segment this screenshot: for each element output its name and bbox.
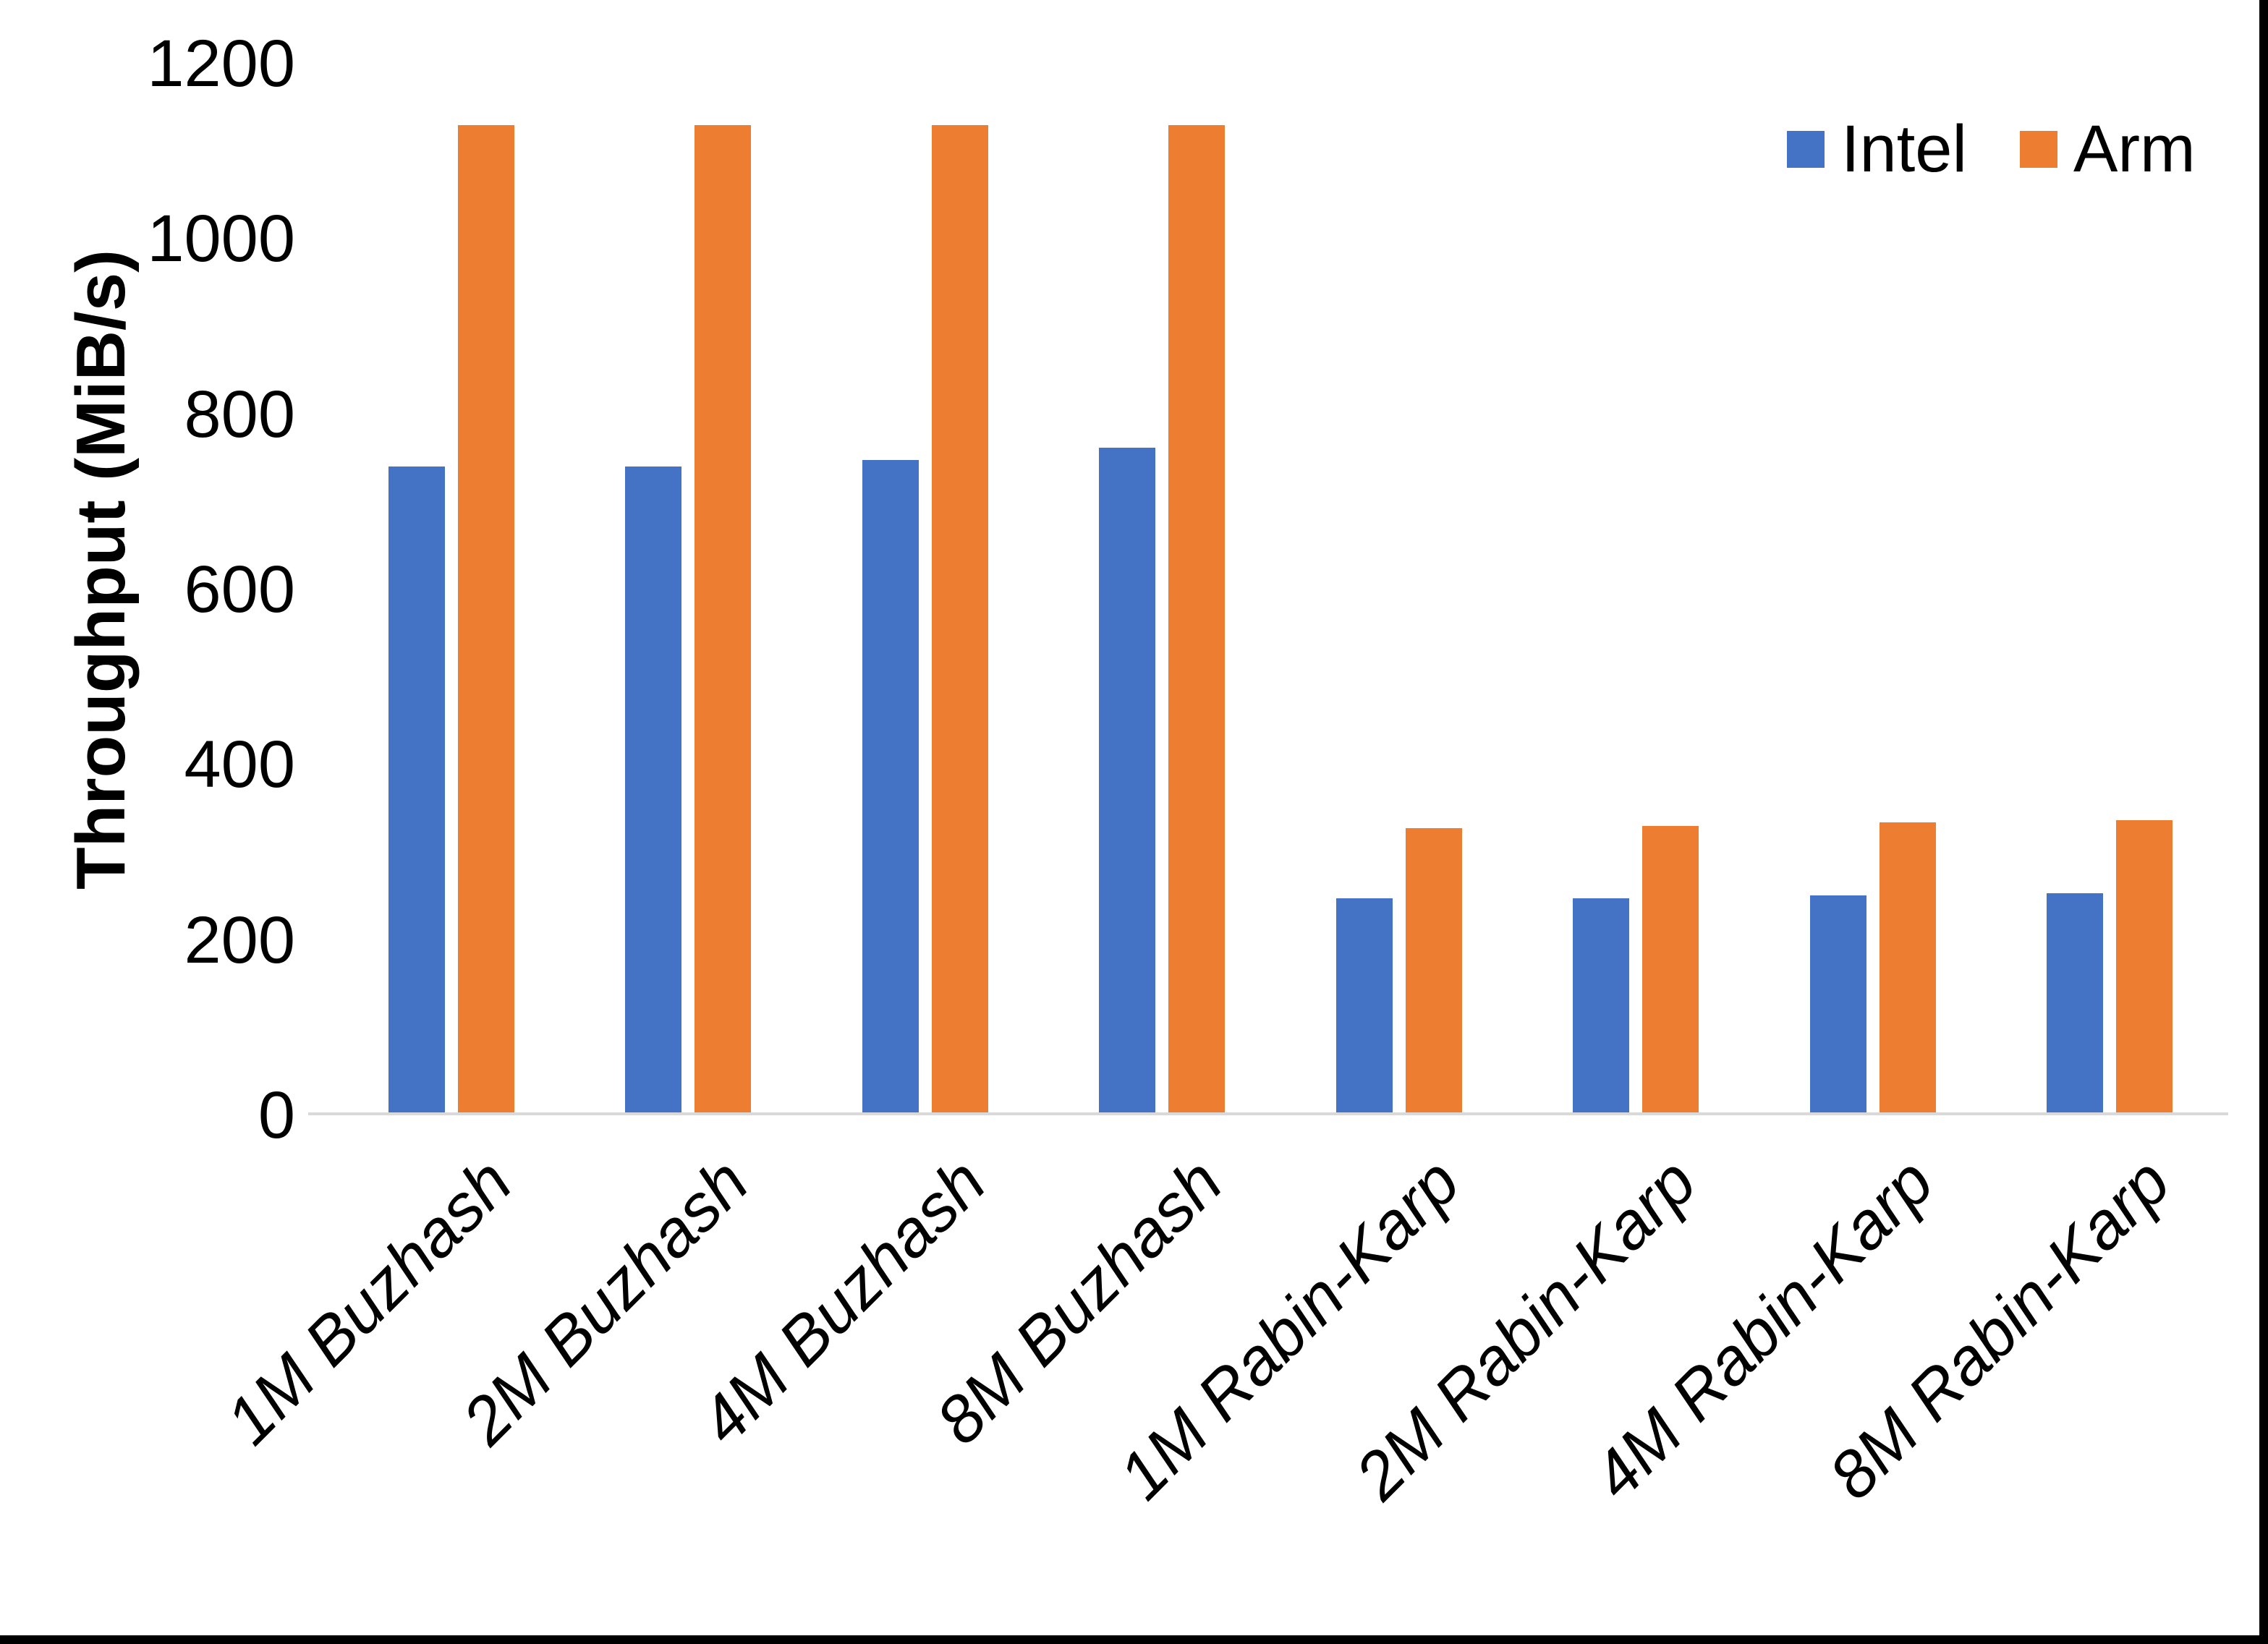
arm-legend-swatch-icon: [2020, 131, 2057, 168]
intel-legend-label: Intel: [1841, 112, 1967, 186]
bar-intel-4m-buzhash: [862, 460, 919, 1115]
arm-legend-label: Arm: [2073, 112, 2196, 186]
bar-arm-2m-rabin-karp: [1642, 826, 1699, 1115]
bottom-border: [0, 1635, 2268, 1644]
bar-intel-1m-buzhash: [388, 467, 445, 1115]
bar-intel-4m-rabin-karp: [1810, 895, 1866, 1115]
bar-intel-2m-rabin-karp: [1573, 898, 1629, 1115]
bar-arm-8m-buzhash: [1168, 125, 1225, 1115]
y-tick-label-200: 200: [184, 903, 296, 977]
y-tick-label-400: 400: [184, 728, 296, 802]
bar-intel-2m-buzhash: [625, 467, 681, 1115]
bar-intel-8m-buzhash: [1099, 448, 1155, 1115]
y-tick-label-1200: 1200: [147, 27, 295, 101]
bar-arm-8m-rabin-karp: [2116, 820, 2173, 1115]
bar-arm-4m-buzhash: [932, 125, 988, 1115]
y-tick-label-800: 800: [184, 377, 296, 451]
x-axis-line: [308, 1112, 2228, 1115]
y-tick-label-1000: 1000: [147, 202, 295, 276]
intel-legend-swatch-icon: [1787, 131, 1825, 168]
bar-intel-8m-rabin-karp: [2047, 893, 2103, 1115]
bar-arm-1m-buzhash: [458, 125, 514, 1115]
bar-arm-1m-rabin-karp: [1406, 828, 1462, 1115]
bar-arm-2m-buzhash: [695, 125, 751, 1115]
bar-arm-4m-rabin-karp: [1880, 822, 1936, 1115]
y-tick-label-600: 600: [184, 553, 296, 626]
right-border: [2259, 0, 2268, 1644]
bar-intel-1m-rabin-karp: [1336, 898, 1393, 1115]
y-tick-label-0: 0: [258, 1078, 295, 1152]
